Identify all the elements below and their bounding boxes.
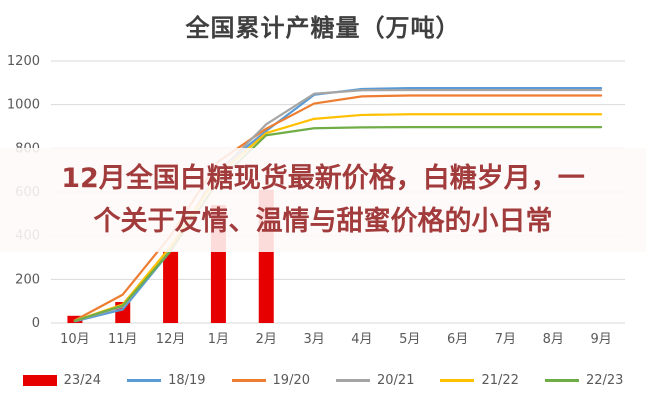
- legend-item-20-21: 20/21: [336, 373, 414, 388]
- x-axis-tick-label: 10月: [60, 332, 90, 347]
- legend-item-22-23: 22/23: [544, 373, 624, 388]
- line-22-23: [73, 126, 603, 322]
- x-axis-tick-label: 8月: [543, 332, 564, 347]
- legend-item-23-24: 23/24: [22, 373, 102, 388]
- legend-label: 22/23: [585, 373, 624, 388]
- legend-label: 20/21: [377, 373, 415, 388]
- legend-label: 21/22: [481, 373, 519, 388]
- x-axis-tick-label: 2月: [256, 332, 277, 347]
- legend-item-19-20: 19/20: [231, 373, 310, 388]
- legend-label: 19/20: [272, 373, 310, 388]
- legend-item-21-22: 21/22: [440, 373, 519, 388]
- y-axis-tick-label: 200: [15, 272, 40, 287]
- x-axis-tick-label: 7月: [495, 332, 516, 347]
- legend-item-18-19: 18/19: [127, 373, 206, 388]
- y-axis-tick-label: 1200: [7, 54, 40, 69]
- x-axis-tick-label: 5月: [399, 332, 420, 347]
- chart-legend: 23/24 18/19 19/20 20/21 21/22 22/23: [0, 373, 646, 388]
- chart-title: 全国累计产糖量（万吨）: [185, 14, 461, 42]
- x-axis-tick-label: 9月: [590, 332, 611, 347]
- bar-23-24: [163, 250, 179, 323]
- x-axis-tick-label: 11月: [108, 332, 138, 347]
- headline-line-2: 个关于友情、温情与甜蜜价格的小日常: [93, 206, 553, 237]
- legend-swatch-18-19: [127, 379, 162, 382]
- y-axis-tick-label: 0: [32, 316, 40, 331]
- headline-line-1: 12月全国白糖现货最新价格，白糖岁月，一: [61, 163, 585, 194]
- legend-label: 18/19: [168, 373, 206, 388]
- y-axis-tick-label: 1000: [7, 98, 40, 113]
- x-axis-tick-label: 4月: [351, 332, 372, 347]
- x-axis-tick-label: 6月: [447, 332, 468, 347]
- headline-overlay: 12月全国白糖现货最新价格，白糖岁月，一 个关于友情、温情与甜蜜价格的小日常: [0, 148, 646, 252]
- x-axis-tick-label: 3月: [303, 332, 324, 347]
- legend-swatch-23-24: [22, 375, 57, 386]
- line-21-22: [73, 113, 603, 322]
- legend-swatch-19-20: [231, 379, 266, 382]
- legend-label: 23/24: [63, 373, 102, 388]
- legend-swatch-21-22: [440, 379, 475, 382]
- legend-swatch-22-23: [544, 379, 579, 382]
- x-axis-tick-label: 1月: [208, 332, 229, 347]
- legend-swatch-20-21: [336, 379, 370, 382]
- x-axis-tick-label: 12月: [156, 332, 186, 347]
